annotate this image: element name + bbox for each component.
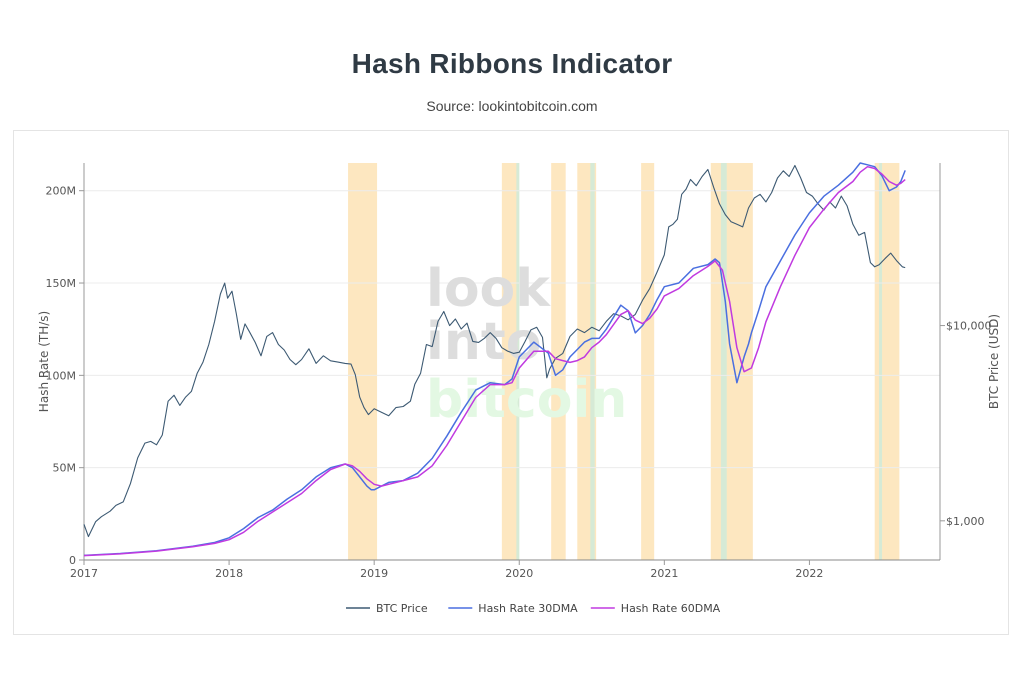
y-tick-label: 0: [69, 554, 76, 567]
x-tick-label: 2018: [215, 567, 243, 580]
page-title: Hash Ribbons Indicator: [351, 48, 673, 79]
capitulation-band: [551, 163, 566, 560]
y2-axis-title: BTC Price (USD): [987, 314, 1001, 409]
legend: BTC Price Hash Rate 30DMA Hash Rate 60DMA: [346, 602, 721, 615]
y-axis-title: Hash Rate (TH/s): [37, 311, 51, 412]
y-tick-label: 150M: [46, 277, 77, 290]
axes-layer: 0 50M 100M 150M 200M $1,000 $10,000 2017 2018 201…: [37, 163, 1001, 580]
watermark-line2: into: [426, 312, 541, 372]
y2-tick-label: $10,000: [946, 320, 992, 333]
x-tick-label: 2020: [505, 567, 533, 580]
buy-band: [720, 163, 727, 560]
x-tick-label: 2019: [360, 567, 388, 580]
legend-label: BTC Price: [376, 602, 428, 615]
grid-layer: [84, 190, 940, 469]
btc-price-line: [83, 164, 906, 538]
watermark: look into bitcoin: [426, 259, 627, 430]
page-source: Source: lookintobitcoin.com: [426, 98, 598, 114]
capitulation-band: [874, 163, 900, 560]
capitulation-band: [348, 163, 378, 560]
y-tick-label: 200M: [46, 185, 77, 198]
x-tick-label: 2017: [70, 567, 98, 580]
legend-label: Hash Rate 30DMA: [478, 602, 578, 615]
hash-rate-30dma-line: [83, 162, 906, 557]
hash-rate-60dma-line: [83, 165, 906, 557]
hash-ribbons-chart: look into bitcoin 0 50M 100M 150M 200M $1,000…: [37, 162, 1001, 615]
chart-frame: look into bitcoin 0 50M 100M 150M 200M $1,000…: [13, 130, 1009, 635]
capitulation-band: [710, 163, 753, 560]
x-tick-label: 2022: [795, 567, 823, 580]
bands-layer: [348, 163, 900, 560]
legend-label: Hash Rate 60DMA: [621, 602, 721, 615]
y2-tick-label: $1,000: [946, 515, 985, 528]
buy-band: [879, 163, 883, 560]
series-layer: [83, 162, 906, 557]
watermark-line1: look: [426, 259, 551, 319]
x-tick-label: 2021: [650, 567, 678, 580]
y-tick-label: 50M: [53, 462, 77, 475]
watermark-line3: bitcoin: [426, 370, 627, 430]
y-tick-label: 100M: [46, 369, 77, 382]
capitulation-band: [641, 163, 655, 560]
capitulation-band: [501, 163, 518, 560]
buy-band: [590, 163, 595, 560]
